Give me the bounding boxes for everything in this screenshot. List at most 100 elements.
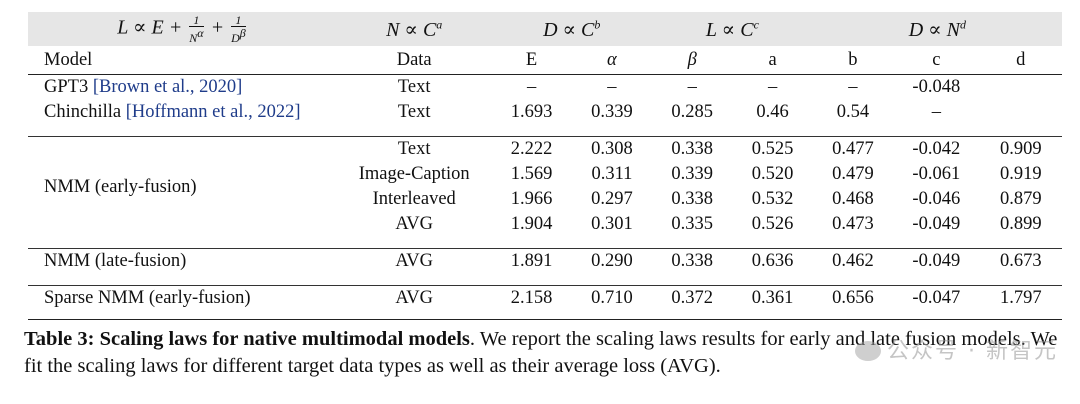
value-cell: 0.285 — [671, 102, 714, 122]
scaling-laws-table: L ∝ E + 1 Nα + 1 Dβ N ∝ Ca D ∝ Cb L ∝ Cc D… — [28, 12, 1062, 320]
value-cell: 0.301 — [591, 214, 633, 234]
row-gap — [28, 274, 1062, 286]
table-row-early-avg: AVG 1.904 0.301 0.335 0.526 0.473 -0.049… — [28, 212, 1062, 237]
value-cell: 0.468 — [832, 189, 874, 209]
value-cell: 0.673 — [979, 248, 1062, 274]
value-cell: 0.879 — [999, 189, 1042, 209]
value-cell: 0.532 — [751, 189, 794, 209]
value-cell: 1.904 — [510, 214, 553, 234]
col-header-b: b — [812, 46, 894, 75]
value-cell: 0.290 — [571, 248, 653, 274]
table-row-early-image-caption: Image-Caption 1.569 0.311 0.339 0.520 0.… — [28, 162, 1062, 187]
col-header-beta: β — [652, 46, 733, 75]
wechat-icon — [855, 341, 882, 361]
value-cell: 0.338 — [652, 248, 733, 274]
data-cell: Text — [397, 77, 431, 97]
value-cell: 0.909 — [979, 136, 1062, 162]
value-cell: -0.047 — [893, 285, 980, 311]
value-cell: 0.899 — [999, 214, 1042, 234]
value-cell: – — [687, 77, 697, 97]
value-cell: 0.339 — [591, 102, 633, 122]
col-header-alpha: α — [571, 46, 653, 75]
value-cell: 0.462 — [812, 248, 894, 274]
data-cell: Interleaved — [372, 189, 456, 209]
value-cell: 0.335 — [671, 214, 714, 234]
results-table-container: L ∝ E + 1 Nα + 1 Dβ N ∝ Ca D ∝ Cb L ∝ Cc D… — [28, 12, 1062, 320]
column-header-row: Model Data E α β a b c d — [28, 46, 1062, 75]
col-header-data: Data — [336, 46, 492, 75]
col-header-model: Model — [28, 46, 337, 75]
value-cell: 0.54 — [836, 102, 870, 122]
value-cell: – — [848, 77, 858, 97]
table-caption: Table 3: Scaling laws for native multimo… — [24, 326, 1064, 380]
value-cell: -0.046 — [912, 189, 961, 209]
watermark-text: 公众号 · 新智元 — [887, 339, 1058, 364]
law-header-row: L ∝ E + 1 Nα + 1 Dβ N ∝ Ca D ∝ Cb L ∝ Cc D… — [28, 12, 1062, 46]
law-eq-main: L ∝ E + 1 Nα + 1 Dβ — [28, 12, 337, 46]
value-cell: -0.049 — [893, 248, 980, 274]
value-cell: 0.525 — [732, 136, 813, 162]
value-cell: 2.158 — [491, 285, 572, 311]
data-cell: AVG — [395, 214, 434, 234]
row-gap — [28, 125, 1062, 137]
law-n-c: N ∝ Ca — [336, 12, 492, 46]
value-cell: – — [767, 77, 778, 97]
caption-text: . We report the scaling laws results for… — [24, 328, 1058, 377]
value-cell: 0.710 — [571, 285, 653, 311]
value-cell: 1.797 — [979, 285, 1062, 311]
value-cell: 0.473 — [832, 214, 874, 234]
citation-link[interactable]: [Hoffmann et al., 2022] — [125, 102, 301, 122]
row-gap — [28, 237, 1062, 249]
value-cell: 0.311 — [591, 164, 633, 184]
data-cell: AVG — [336, 248, 492, 274]
model-cell: GPT3 [Brown et al., 2020] — [44, 77, 243, 97]
value-cell: 0.656 — [812, 285, 894, 311]
data-cell: AVG — [336, 285, 492, 311]
table-row-chinchilla: Chinchilla [Hoffmann et al., 2022] Text … — [28, 100, 1062, 125]
data-cell: Text — [336, 136, 492, 162]
value-cell: 0.919 — [999, 164, 1042, 184]
table-bottom-rule — [28, 311, 1062, 320]
value-cell: -0.042 — [893, 136, 980, 162]
value-cell — [980, 100, 1062, 125]
value-cell: 0.520 — [751, 164, 794, 184]
value-cell: – — [931, 102, 941, 122]
value-cell: 0.46 — [756, 102, 789, 122]
law-d-c: D ∝ Cb — [491, 12, 653, 46]
data-cell: Image-Caption — [358, 164, 470, 184]
value-cell — [980, 75, 1062, 101]
value-cell: 0.526 — [751, 214, 794, 234]
value-cell: 0.297 — [591, 189, 633, 209]
table-row-gpt3: GPT3 [Brown et al., 2020] Text – – – – –… — [28, 75, 1062, 101]
value-cell: 1.569 — [510, 164, 553, 184]
value-cell: – — [607, 77, 617, 97]
watermark: 公众号 · 新智元 — [855, 333, 1058, 365]
value-cell: 0.338 — [652, 136, 733, 162]
value-cell: 0.477 — [812, 136, 894, 162]
value-cell: 0.479 — [832, 164, 874, 184]
value-cell: 0.339 — [671, 164, 714, 184]
value-cell: -0.049 — [912, 214, 961, 234]
value-cell: 1.891 — [491, 248, 572, 274]
data-cell: Text — [397, 102, 431, 122]
table-row-late-fusion: NMM (late-fusion) AVG 1.891 0.290 0.338 … — [28, 248, 1062, 274]
value-cell: 1.693 — [510, 102, 553, 122]
value-cell: -0.061 — [912, 164, 961, 184]
model-cell: NMM (early-fusion) — [28, 136, 337, 237]
citation-link[interactable]: [Brown et al., 2020] — [92, 77, 243, 97]
table-row-early-text: NMM (early-fusion) Text 2.222 0.308 0.33… — [28, 136, 1062, 237]
value-cell: 0.636 — [732, 248, 813, 274]
law-d-n: D ∝ Nd — [812, 12, 1062, 46]
table-row-early-interleaved: Interleaved 1.966 0.297 0.338 0.532 0.46… — [28, 187, 1062, 212]
value-cell: 0.372 — [652, 285, 733, 311]
value-cell: 0.361 — [732, 285, 813, 311]
caption-title: Table 3: Scaling laws for native multimo… — [24, 328, 470, 350]
law-l-c: L ∝ Cc — [652, 12, 813, 46]
model-cell: NMM (late-fusion) — [28, 248, 337, 274]
col-header-a: a — [732, 46, 813, 75]
col-header-e: E — [491, 46, 572, 75]
value-cell: 0.338 — [671, 189, 714, 209]
model-cell: Sparse NMM (early-fusion) — [28, 285, 337, 311]
value-cell: 2.222 — [491, 136, 572, 162]
model-cell: Chinchilla [Hoffmann et al., 2022] — [44, 102, 301, 122]
